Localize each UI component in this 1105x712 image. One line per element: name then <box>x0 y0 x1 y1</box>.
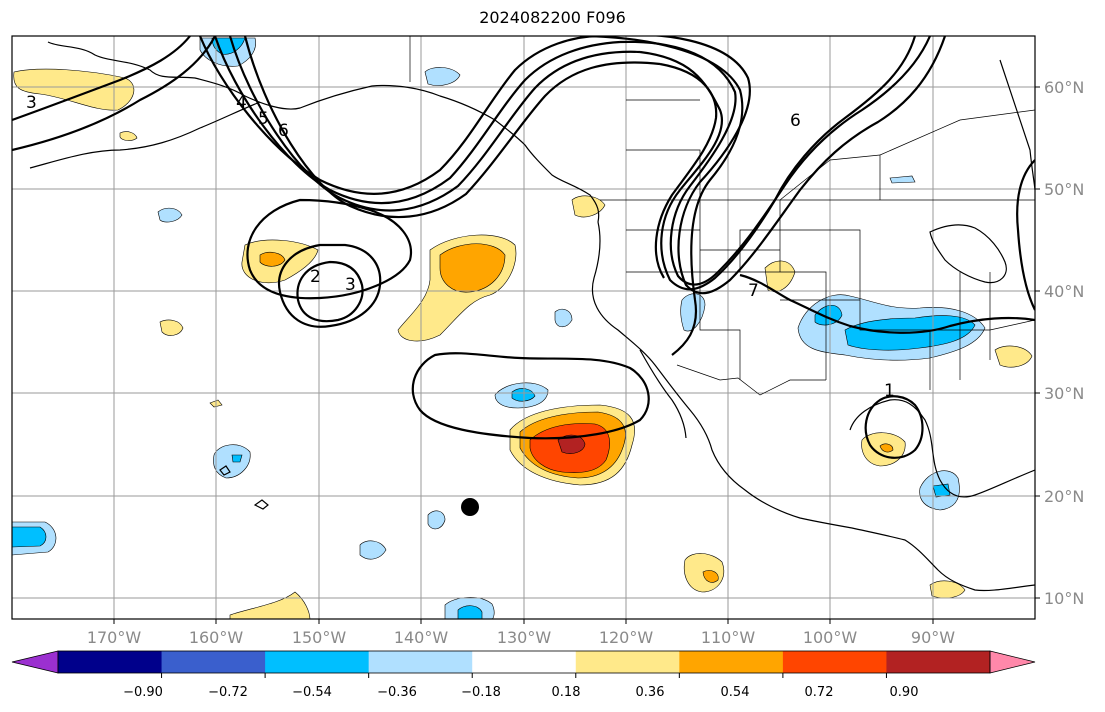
lon-label: 150°W <box>292 628 347 647</box>
svg-text:6: 6 <box>790 111 801 131</box>
lon-ticks <box>113 619 934 624</box>
lat-label: 40°N <box>1044 282 1084 301</box>
lat-label: 10°N <box>1044 589 1084 608</box>
colorbar-tick-label: 0.72 <box>805 685 834 700</box>
coastlines <box>29 41 1035 592</box>
negative-anomaly-region <box>213 444 251 479</box>
colorbar-segment <box>782 651 887 673</box>
negative-anomaly-region <box>424 67 461 86</box>
positive-anomaly-region <box>119 131 138 141</box>
positive-anomaly-region <box>571 195 606 218</box>
negative-anomaly-region <box>359 540 387 560</box>
svg-text:6: 6 <box>278 121 289 141</box>
positive-anomaly-region <box>879 443 894 453</box>
colorbar-tick-label: −0.36 <box>377 685 417 700</box>
negative-anomaly-region <box>157 207 183 223</box>
colorbar-tick-label: 0.90 <box>890 685 919 700</box>
colorbar-segment <box>575 651 680 673</box>
svg-text:3: 3 <box>345 275 356 295</box>
negative-anomaly-region <box>680 293 706 332</box>
lon-label: 140°W <box>394 628 449 647</box>
lon-label: 90°W <box>911 628 955 647</box>
positive-anomaly-region <box>557 434 586 454</box>
lat-label: 30°N <box>1044 384 1084 403</box>
negative-anomaly-region <box>231 454 243 463</box>
lat-label: 60°N <box>1044 78 1084 97</box>
svg-text:2: 2 <box>310 267 321 287</box>
colorbar-tick-label: 0.54 <box>721 685 750 700</box>
colorbar-segment <box>161 651 266 673</box>
lon-label: 100°W <box>803 628 858 647</box>
lat-label: 20°N <box>1044 487 1084 506</box>
positive-anomaly-region <box>159 319 184 336</box>
negative-anomaly-region <box>12 526 47 548</box>
svg-text:1: 1 <box>884 381 895 401</box>
colorbar-extend-min <box>11 650 59 674</box>
colorbar-segment <box>265 651 370 673</box>
positive-anomaly-region <box>259 251 286 267</box>
lon-label: 110°W <box>701 628 756 647</box>
lat-ticks <box>1035 86 1040 599</box>
colorbar-segment <box>886 651 991 673</box>
negative-anomaly-region <box>427 510 446 530</box>
map-title: 2024082200 F096 <box>479 8 626 27</box>
colorbar-segment <box>368 651 473 673</box>
negative-anomaly-region <box>457 605 483 619</box>
longitude-labels: 170°W 160°W 150°W 140°W 130°W 120°W 110°… <box>87 628 955 647</box>
lon-label: 170°W <box>87 628 142 647</box>
positive-anomaly-region <box>994 345 1033 368</box>
latitude-labels: 60°N 50°N 40°N 30°N 20°N 10°N <box>1044 78 1084 608</box>
svg-text:3: 3 <box>26 93 37 113</box>
lon-label: 160°W <box>189 628 244 647</box>
positive-anomaly-region <box>13 68 135 111</box>
colorbar-tick-labels: −0.90 −0.72 −0.54 −0.36 −0.18 0.18 0.36 … <box>123 685 918 700</box>
positive-anomaly-region <box>702 570 719 583</box>
colorbar <box>11 650 1036 678</box>
colorbar-tick-label: −0.90 <box>123 685 163 700</box>
colorbar-frame <box>57 650 991 674</box>
colorbar-tick-label: −0.54 <box>292 685 332 700</box>
positive-anomaly-region <box>229 591 311 619</box>
positive-anomaly-region <box>439 243 506 293</box>
lat-label: 50°N <box>1044 180 1084 199</box>
negative-anomaly-region <box>889 175 916 184</box>
svg-text:4: 4 <box>236 93 247 113</box>
svg-text:7: 7 <box>748 281 759 301</box>
colorbar-segment <box>679 651 784 673</box>
storm-position-dot <box>461 498 479 516</box>
colorbar-tick-label: −0.72 <box>208 685 248 700</box>
colorbar-segment <box>58 651 163 673</box>
lon-label: 130°W <box>497 628 552 647</box>
colorbar-segment <box>472 651 577 673</box>
contours <box>12 36 1035 459</box>
lon-label: 120°W <box>599 628 654 647</box>
colorbar-extend-max <box>989 650 1036 674</box>
svg-text:5: 5 <box>258 109 269 129</box>
colorbar-tick-label: −0.18 <box>461 685 501 700</box>
colorbar-tick-label: 0.36 <box>636 685 665 700</box>
negative-anomaly-region <box>554 308 573 328</box>
contour-labels: 3 4 5 6 2 3 6 7 1 <box>26 93 895 401</box>
map-area: 3 4 5 6 2 3 6 7 1 <box>12 36 1035 619</box>
colorbar-tick-label: 0.18 <box>552 685 581 700</box>
